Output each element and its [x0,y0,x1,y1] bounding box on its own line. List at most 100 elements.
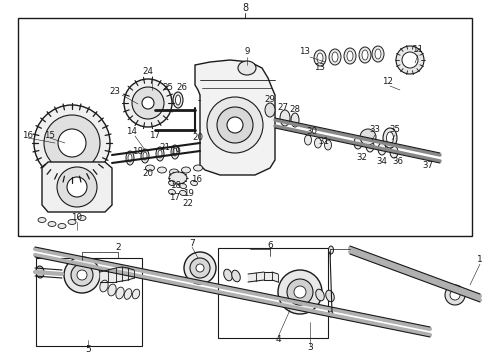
Ellipse shape [315,138,321,148]
Ellipse shape [181,167,191,173]
Ellipse shape [329,49,341,65]
Ellipse shape [362,50,368,60]
Ellipse shape [383,128,397,148]
Text: 19: 19 [183,189,194,198]
Circle shape [278,270,322,314]
Text: 5: 5 [85,346,91,355]
Ellipse shape [359,47,371,63]
Text: 16: 16 [192,175,202,184]
Circle shape [402,52,418,68]
Ellipse shape [324,140,332,150]
Bar [218,248,328,338]
Ellipse shape [116,287,124,299]
Ellipse shape [124,289,132,299]
Text: 30: 30 [307,127,318,136]
Bar [36,258,142,346]
Circle shape [67,177,87,197]
Ellipse shape [156,147,164,161]
Ellipse shape [68,220,76,225]
Text: 29: 29 [265,95,275,104]
Circle shape [190,258,210,278]
Text: 20: 20 [143,168,153,177]
Text: 9: 9 [245,48,250,57]
Ellipse shape [265,103,275,117]
Ellipse shape [169,189,175,194]
Text: 4: 4 [275,336,281,345]
Ellipse shape [224,269,232,281]
Text: 11: 11 [413,45,423,54]
Ellipse shape [169,180,175,185]
Circle shape [196,264,204,272]
Text: 10: 10 [72,213,82,222]
Ellipse shape [238,61,256,75]
Ellipse shape [354,137,362,149]
Text: 12: 12 [383,77,393,86]
Ellipse shape [280,110,290,126]
Text: 8: 8 [242,3,248,13]
Ellipse shape [128,154,132,162]
Text: 13: 13 [299,48,311,57]
Text: 3: 3 [307,343,313,352]
Ellipse shape [329,311,333,317]
Text: 18: 18 [132,148,144,157]
Ellipse shape [108,284,116,296]
Ellipse shape [171,145,179,159]
Text: 35: 35 [390,126,400,135]
Ellipse shape [143,152,147,160]
Ellipse shape [126,151,134,165]
Text: 17: 17 [170,193,180,202]
Ellipse shape [173,92,183,108]
Text: 1: 1 [477,256,483,265]
Text: 20: 20 [193,134,203,143]
Ellipse shape [78,216,86,220]
Ellipse shape [173,148,177,156]
Text: 6: 6 [267,240,273,249]
Text: 37: 37 [422,161,434,170]
Bar [18,18,472,236]
Ellipse shape [58,224,66,229]
Polygon shape [195,60,275,175]
Ellipse shape [387,132,393,144]
Ellipse shape [132,289,140,299]
Text: 25: 25 [163,84,173,93]
Circle shape [445,285,465,305]
Ellipse shape [344,48,356,64]
Text: 22: 22 [182,198,194,207]
Text: 33: 33 [369,126,381,135]
Ellipse shape [146,165,154,171]
Circle shape [58,129,86,157]
Ellipse shape [36,266,44,278]
Text: 16: 16 [23,130,33,139]
Ellipse shape [390,146,398,158]
Circle shape [44,115,100,171]
Circle shape [132,87,164,119]
Ellipse shape [372,46,384,62]
Text: 36: 36 [392,158,403,166]
Ellipse shape [375,49,381,59]
Ellipse shape [38,217,46,222]
Circle shape [287,279,313,305]
Ellipse shape [175,95,180,105]
Ellipse shape [304,135,312,145]
Circle shape [124,79,172,127]
Text: 15: 15 [45,130,55,139]
Polygon shape [42,162,112,212]
Circle shape [217,107,253,143]
Circle shape [360,129,376,145]
Text: 34: 34 [376,158,388,166]
Ellipse shape [100,280,108,292]
Ellipse shape [317,53,323,63]
Text: 13: 13 [315,63,325,72]
Circle shape [184,252,216,284]
Text: 26: 26 [176,84,188,93]
Ellipse shape [194,165,202,171]
Ellipse shape [191,180,197,185]
Text: 23: 23 [109,87,121,96]
Circle shape [227,117,243,133]
Ellipse shape [170,169,178,175]
Circle shape [294,286,306,298]
Text: 32: 32 [357,153,368,162]
Text: 14: 14 [126,127,138,136]
Ellipse shape [158,150,162,158]
Ellipse shape [141,149,149,163]
